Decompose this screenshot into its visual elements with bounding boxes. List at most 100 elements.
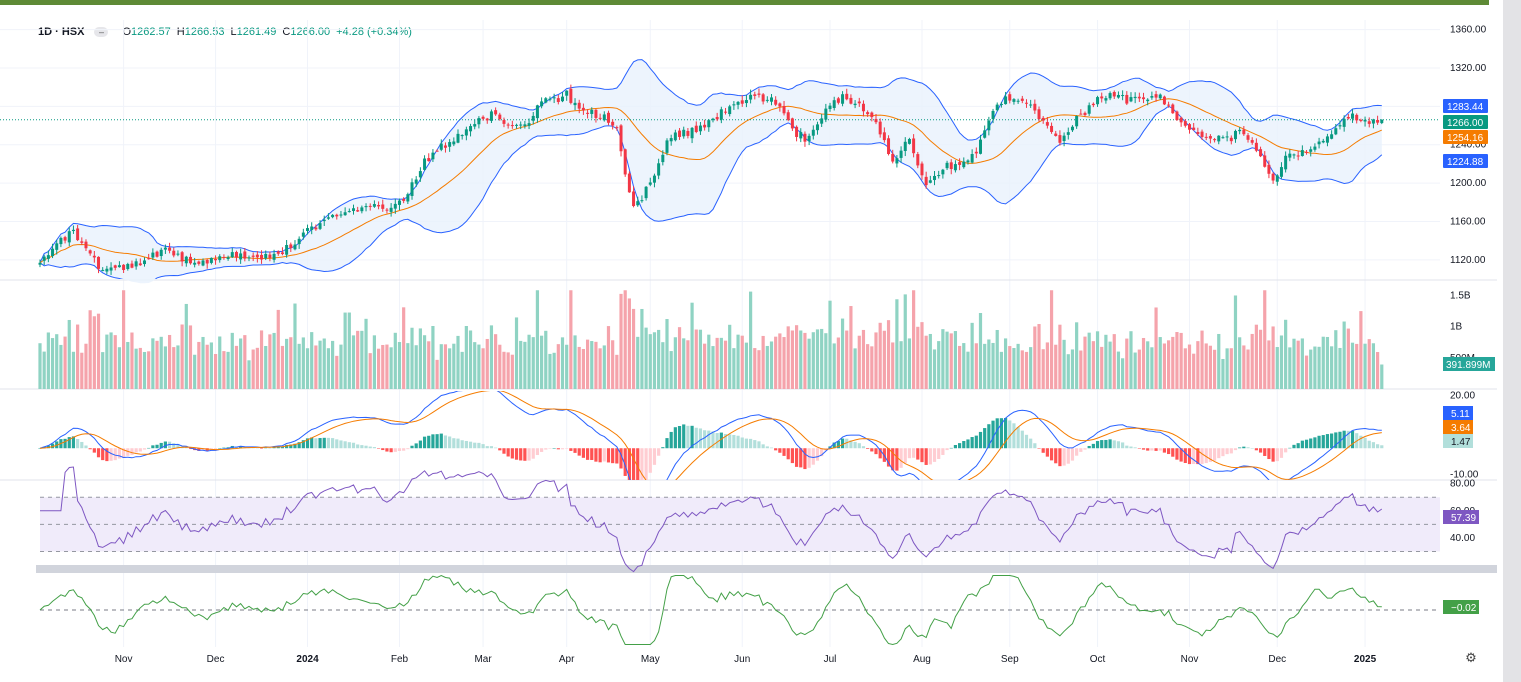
volume-bar xyxy=(761,335,765,389)
candle-body xyxy=(1033,103,1037,111)
candle-body xyxy=(460,135,464,137)
volume-bar xyxy=(510,354,514,389)
macd-hist-bar xyxy=(1112,440,1116,449)
candle-body xyxy=(832,100,836,108)
candle-body xyxy=(665,140,669,153)
volume-bar xyxy=(351,335,356,389)
volume-bar xyxy=(611,340,615,389)
candle-body xyxy=(719,109,723,120)
macd-hist-bar xyxy=(477,442,481,449)
volume-bar xyxy=(1300,338,1304,389)
volume-bar xyxy=(402,307,406,389)
candle-body xyxy=(673,132,677,141)
macd-hist-bar xyxy=(410,445,414,449)
macd-hist-bar xyxy=(1179,448,1183,462)
time-axis-label: Nov xyxy=(1181,654,1199,665)
candle-body xyxy=(1200,131,1204,137)
volume-bar xyxy=(368,353,372,389)
volume-bar xyxy=(861,329,866,389)
candle-body xyxy=(1233,130,1237,140)
time-axis-label: 2025 xyxy=(1354,654,1377,665)
candle-body xyxy=(799,132,803,139)
volume-bar xyxy=(1346,328,1350,389)
volume-bar xyxy=(1058,324,1062,389)
macd-hist-bar xyxy=(226,447,230,449)
macd-hist-bar xyxy=(239,445,243,449)
macd-hist-bar xyxy=(690,425,694,449)
candle-body xyxy=(222,256,226,258)
candle-body xyxy=(1050,125,1054,132)
volume-bar xyxy=(289,337,293,389)
candle-body xyxy=(1313,146,1317,150)
candle-body xyxy=(247,257,251,259)
close-label: C xyxy=(282,26,291,38)
macd-hist-bar xyxy=(259,448,264,449)
volume-bar xyxy=(422,335,427,389)
macd-hist-bar xyxy=(891,448,895,471)
candle-body xyxy=(452,141,456,145)
macd-hist-bar xyxy=(1012,423,1016,449)
candle-body xyxy=(1054,133,1058,136)
macd-hist-bar xyxy=(406,448,410,450)
right-scroll-strip[interactable] xyxy=(1503,0,1521,682)
volume-bar xyxy=(448,348,452,389)
candle-body xyxy=(690,127,694,139)
candle-body xyxy=(598,117,602,119)
macd-hist-bar xyxy=(832,442,836,449)
macd-hist-bar xyxy=(1275,448,1279,462)
volume-bar xyxy=(995,329,999,389)
macd-hist-bar xyxy=(1003,417,1008,449)
candle-body xyxy=(1254,142,1258,151)
candle-body xyxy=(544,98,548,103)
time-axis-label: Mar xyxy=(474,654,492,665)
volume-bar xyxy=(983,343,987,389)
bb-band-fill xyxy=(40,59,1382,284)
macd-hist-bar xyxy=(1125,445,1129,449)
candle-body xyxy=(397,200,401,205)
macd-hist-bar xyxy=(657,448,661,456)
macd-hist-bar xyxy=(765,446,769,449)
signal-line xyxy=(39,391,1382,480)
macd-hist-bar xyxy=(293,443,297,449)
top-accent-bar xyxy=(0,0,1489,5)
macd-hist-bar xyxy=(548,448,552,449)
candle-body xyxy=(903,141,907,152)
collapse-icon[interactable]: – xyxy=(94,27,109,37)
volume-bar xyxy=(88,310,92,389)
candle-body xyxy=(740,100,744,104)
macd-hist-bar xyxy=(297,442,301,449)
volume-bar xyxy=(1267,340,1271,389)
volume-bar xyxy=(502,351,506,389)
macd-hist-bar xyxy=(1162,448,1167,453)
candle-body xyxy=(498,114,502,120)
macd-hist-bar xyxy=(134,448,138,453)
volume-bar xyxy=(565,344,569,389)
macd-hist-bar xyxy=(652,448,657,465)
candle-body xyxy=(163,247,167,250)
candle-body xyxy=(1300,150,1304,157)
macd-hist-bar xyxy=(732,434,736,449)
volume-bar xyxy=(506,352,510,389)
macd-hist-bar xyxy=(1371,442,1376,449)
macd-hist-bar xyxy=(464,440,468,449)
macd-hist-bar xyxy=(443,435,448,449)
candle-body xyxy=(853,103,857,106)
candle-body xyxy=(159,249,163,257)
last-price-badge-bg xyxy=(1443,115,1488,129)
macd-hist-bar xyxy=(598,448,602,463)
bb-basis-badge-bg xyxy=(1443,130,1488,144)
volume-bar xyxy=(1321,336,1325,389)
candle-body xyxy=(619,125,623,152)
hist-badge-bg xyxy=(1443,434,1473,448)
candle-body xyxy=(506,124,510,126)
candle-body xyxy=(1196,131,1200,134)
volume-bar xyxy=(80,352,84,389)
gear-icon[interactable]: ⚙ xyxy=(1465,650,1477,665)
macd-hist-bar xyxy=(1029,438,1033,449)
volume-bar xyxy=(895,299,899,389)
macd-hist-bar xyxy=(669,431,673,449)
candle-body xyxy=(239,253,243,260)
candle-body xyxy=(364,206,368,208)
